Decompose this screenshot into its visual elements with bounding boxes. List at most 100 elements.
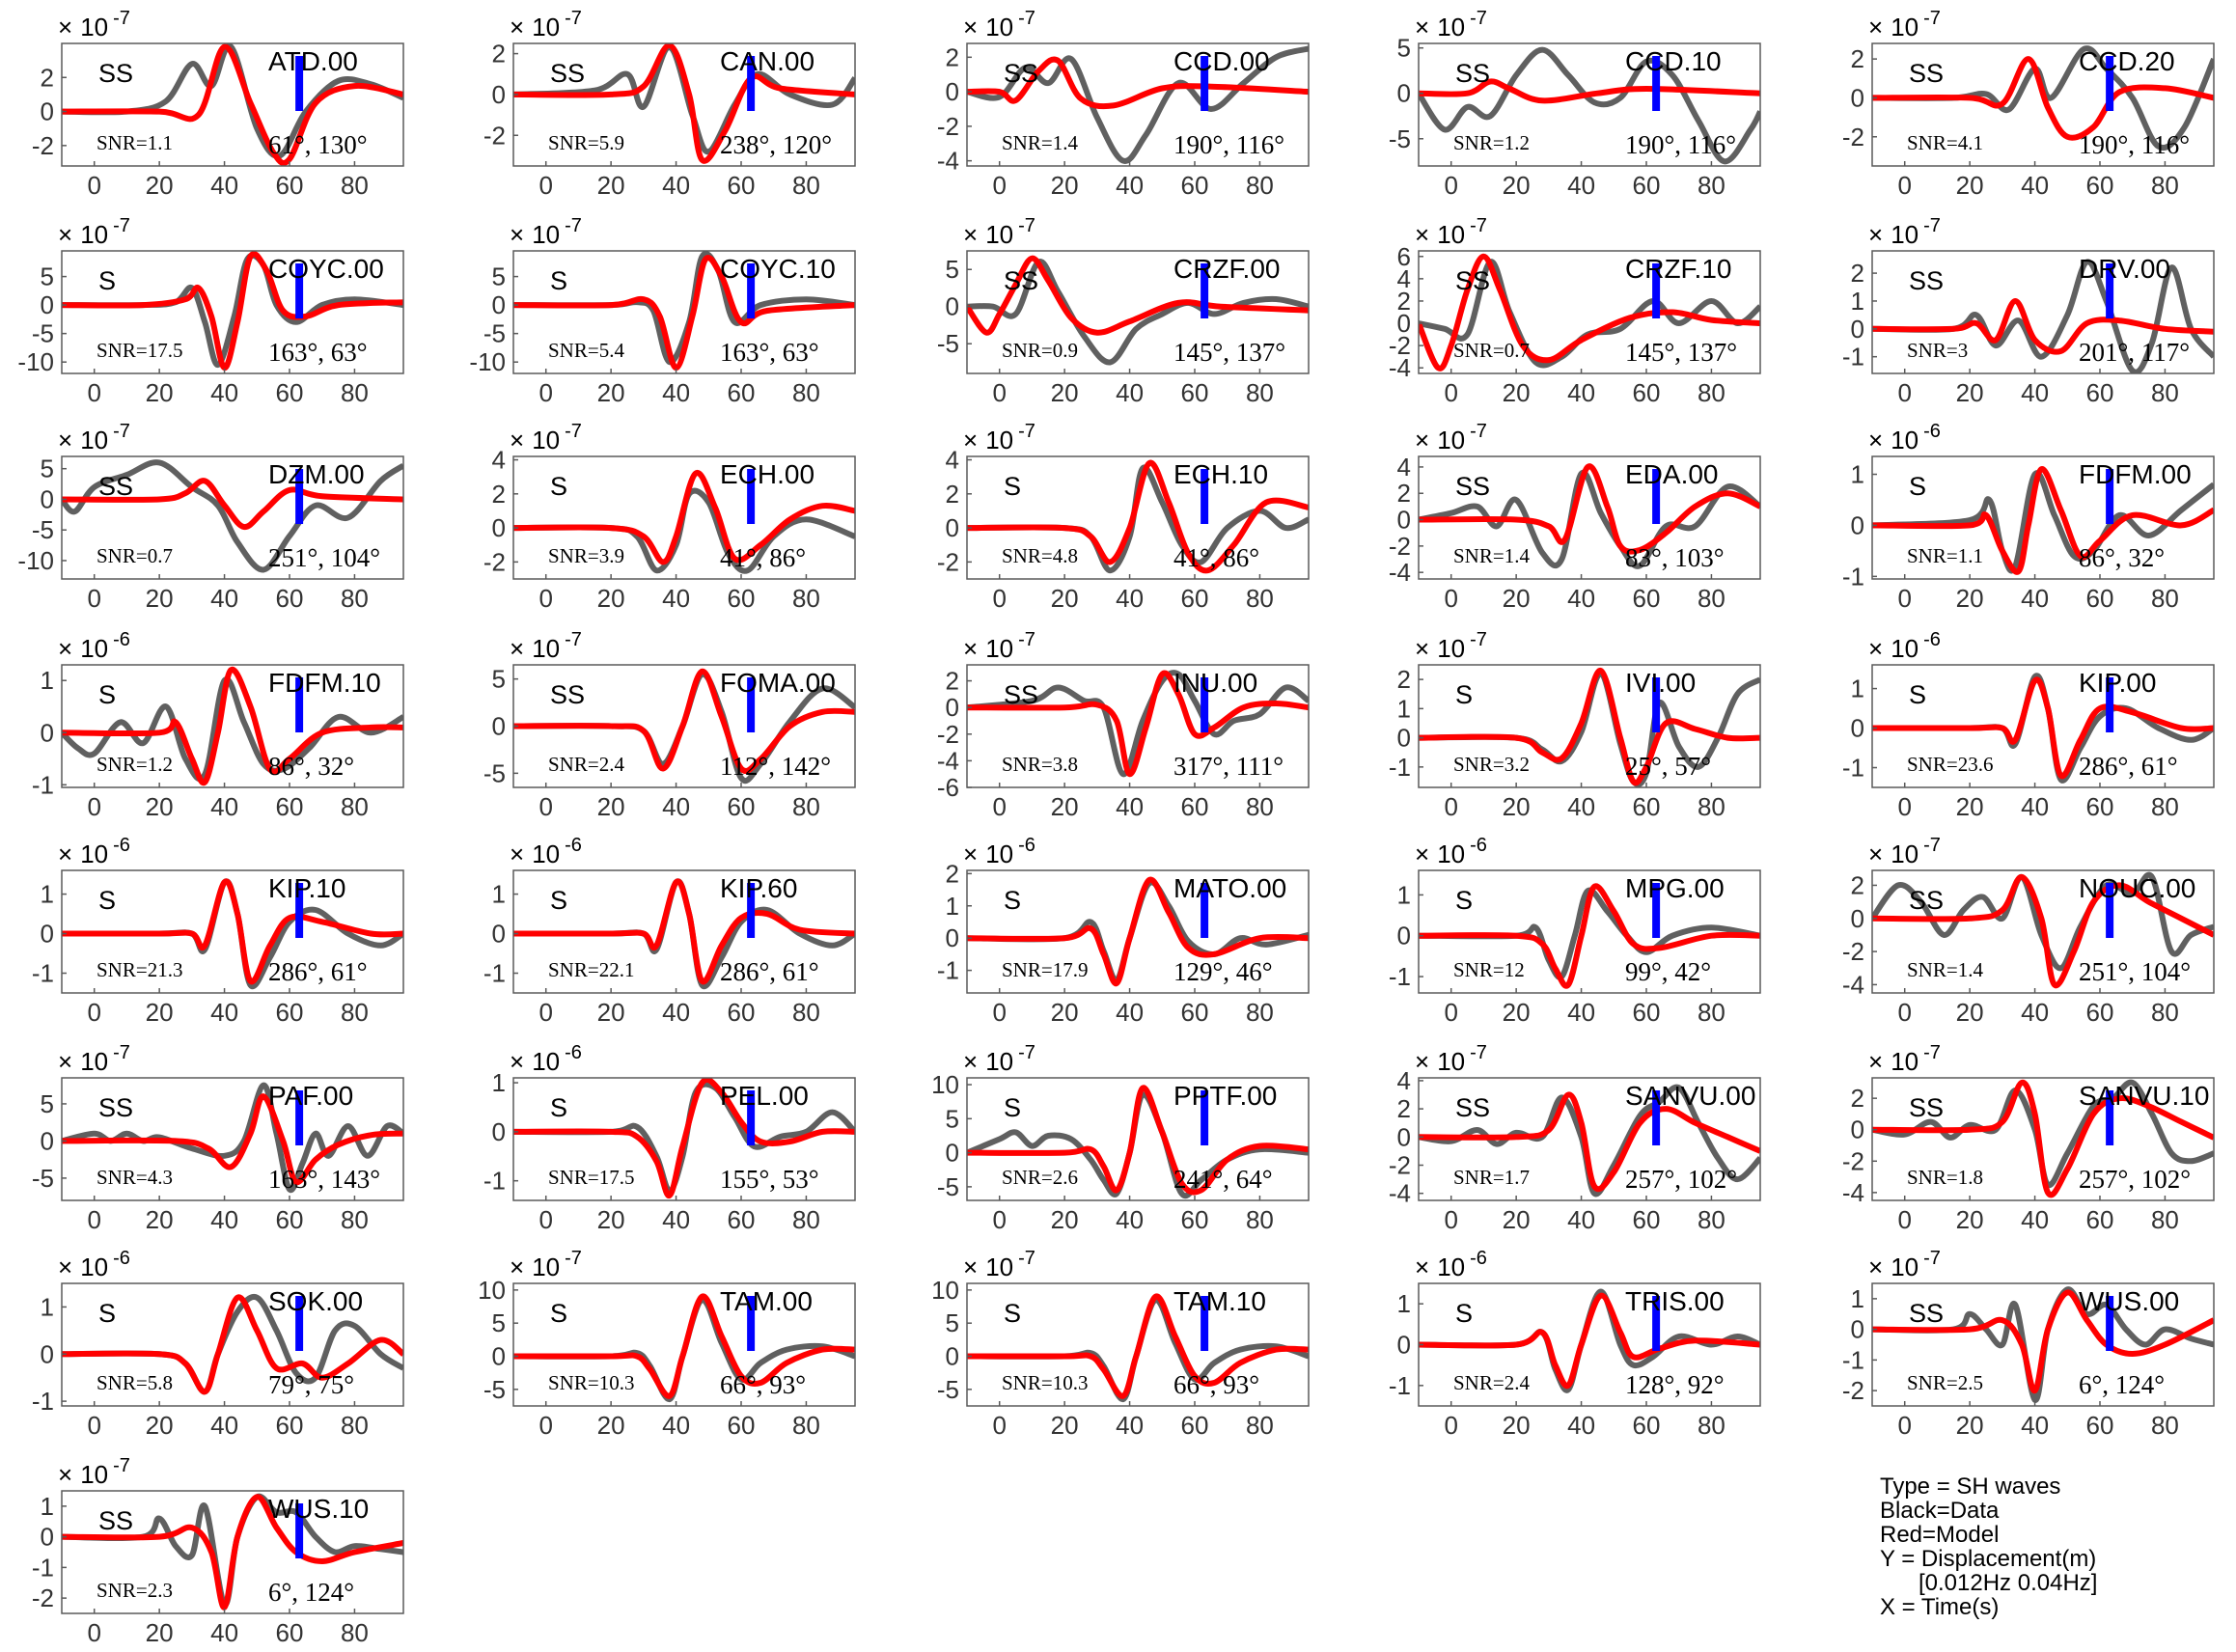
x-tick-label: 60 [276,1205,304,1234]
y-multiplier-exponent: -7 [1923,1248,1941,1269]
angle-label: 83°, 103° [1625,543,1725,572]
y-multiplier-base: 10 [532,634,560,663]
plot-frame [1418,250,1761,374]
y-tick-label: 0 [946,1342,959,1371]
data-trace-MPG.00 [1419,887,1760,980]
y-tick-label: -2 [937,547,959,576]
panel-PPTF.00: 0 20 40 60 80 -5 0 5 10× 10 -7 S PPTF.00 SNR=2.6 241°,… [931,1042,1310,1234]
panel-FDFM.00: 0 20 40 60 80 -1 0 1× 10 -6 S FDFM.00 SNR=1.1 86°, 32… [1842,421,2215,613]
x-tick-label: 80 [2151,1411,2179,1440]
x-tick-label: 20 [1051,792,1079,821]
x-tick-label: 40 [2021,171,2049,200]
x-tick-label: 80 [1698,998,1725,1027]
angle-label: 66°, 93° [720,1370,806,1399]
x-tick-label: 40 [210,1411,238,1440]
y-tick-label: -4 [1842,970,1864,999]
station-label: MATO.00 [1173,873,1286,903]
x-tick-label: 80 [1246,584,1274,613]
plot-frame [61,869,404,994]
x-tick-label: 0 [1897,1205,1911,1234]
y-tick-label: 5 [946,1104,959,1133]
snr-label: SNR=1.7 [1453,1166,1530,1189]
x-tick-label: 60 [1181,378,1209,407]
x-tick-label: 80 [2151,171,2179,200]
x-tick-label: 0 [87,378,100,407]
y-multiplier: × 10 -7 [1415,421,1487,454]
phase-label: S [550,266,567,295]
y-multiplier-exponent: -7 [1018,421,1035,442]
model-trace-INU.00 [967,670,1309,778]
y-multiplier-exponent: -7 [1923,835,1941,856]
x-tick-label: 40 [662,378,690,407]
snr-label: SNR=3 [1907,339,1968,362]
y-tick-label: 5 [492,665,506,694]
y-tick-label: 0 [41,920,54,949]
x-tick-label: 20 [146,1618,174,1647]
snr-label: SNR=21.3 [97,958,182,981]
phase-label: S [98,266,116,295]
y-tick-label: 1 [1851,287,1864,316]
y-tick-label: 5 [946,1308,959,1337]
x-tick-label: 0 [992,998,1006,1027]
station-label: DZM.00 [268,459,365,489]
x-tick-label: 80 [341,1205,369,1234]
y-tick-label: 4 [946,446,959,475]
x-tick-label: 20 [597,584,625,613]
x-tick-label: 40 [2021,584,2049,613]
panel-CRZF.00: 0 20 40 60 80 -5 0 5× 10 -7 SS CRZF.00 SNR=0.9 145°, … [937,215,1310,407]
y-multiplier-base: 10 [1891,426,1919,454]
x-tick-label: 40 [1116,998,1144,1027]
x-tick-label: 80 [1246,792,1274,821]
angle-label: 61°, 130° [268,130,368,159]
station-label: TAM.10 [1173,1286,1266,1316]
y-multiplier-exponent: -6 [113,629,130,650]
data-trace-DRV.00 [1872,259,2214,373]
y-multiplier-exponent: -7 [1018,8,1035,29]
model-trace-MATO.00 [967,876,1309,987]
x-tick-label: 80 [1246,998,1274,1027]
x-tick-label: 60 [1181,171,1209,200]
x-tick-label: 80 [1698,792,1725,821]
snr-label: SNR=1.1 [1907,544,1983,567]
y-tick-label: 0 [492,1117,506,1146]
x-tick-label: 60 [1181,584,1209,613]
y-tick-label: -5 [32,319,54,348]
y-multiplier-exponent: -7 [113,8,130,29]
legend-band: [0.012Hz 0.04Hz] [1919,1570,2098,1596]
x-tick-label: 80 [792,584,820,613]
x-tick-label: 0 [992,378,1006,407]
phase-label: SS [98,472,133,501]
plot-frame [1418,664,1761,788]
snr-label: SNR=1.4 [1002,131,1078,154]
x-tick-label: 20 [1956,378,1984,407]
y-multiplier-base: 10 [80,634,108,663]
station-label: TAM.00 [720,1286,813,1316]
y-tick-label: 2 [1397,287,1411,316]
snr-label: SNR=2.3 [97,1579,173,1602]
angle-label: 190°, 116° [1173,130,1284,159]
plot-frame [966,250,1310,374]
plot-frame [61,42,404,167]
angle-label: 145°, 137° [1625,338,1737,367]
x-tick-label: 20 [146,998,174,1027]
x-tick-label: 20 [1051,1411,1079,1440]
y-tick-label: 0 [1397,506,1411,535]
x-tick-label: 40 [1116,171,1144,200]
y-tick-label: 0 [492,513,506,542]
y-tick-label: 0 [1397,1122,1411,1151]
x-tick-label: 60 [728,1411,756,1440]
model-trace-SANVU.10 [1872,1079,2214,1198]
y-tick-label: -1 [32,959,54,988]
y-multiplier-base: 10 [532,426,560,454]
y-multiplier-base: 10 [532,1047,560,1076]
station-label: TRIS.00 [1625,1286,1725,1316]
model-trace-DRV.00 [1872,298,2214,355]
x-tick-label: 20 [597,792,625,821]
x-tick-label: 60 [276,792,304,821]
y-tick-label: -1 [1842,562,1864,591]
y-tick-label: 2 [1851,870,1864,899]
model-trace-SANVU.00 [1419,1091,1760,1193]
phase-label: SS [1909,59,1944,88]
y-multiplier: × 10 -7 [1415,629,1487,663]
